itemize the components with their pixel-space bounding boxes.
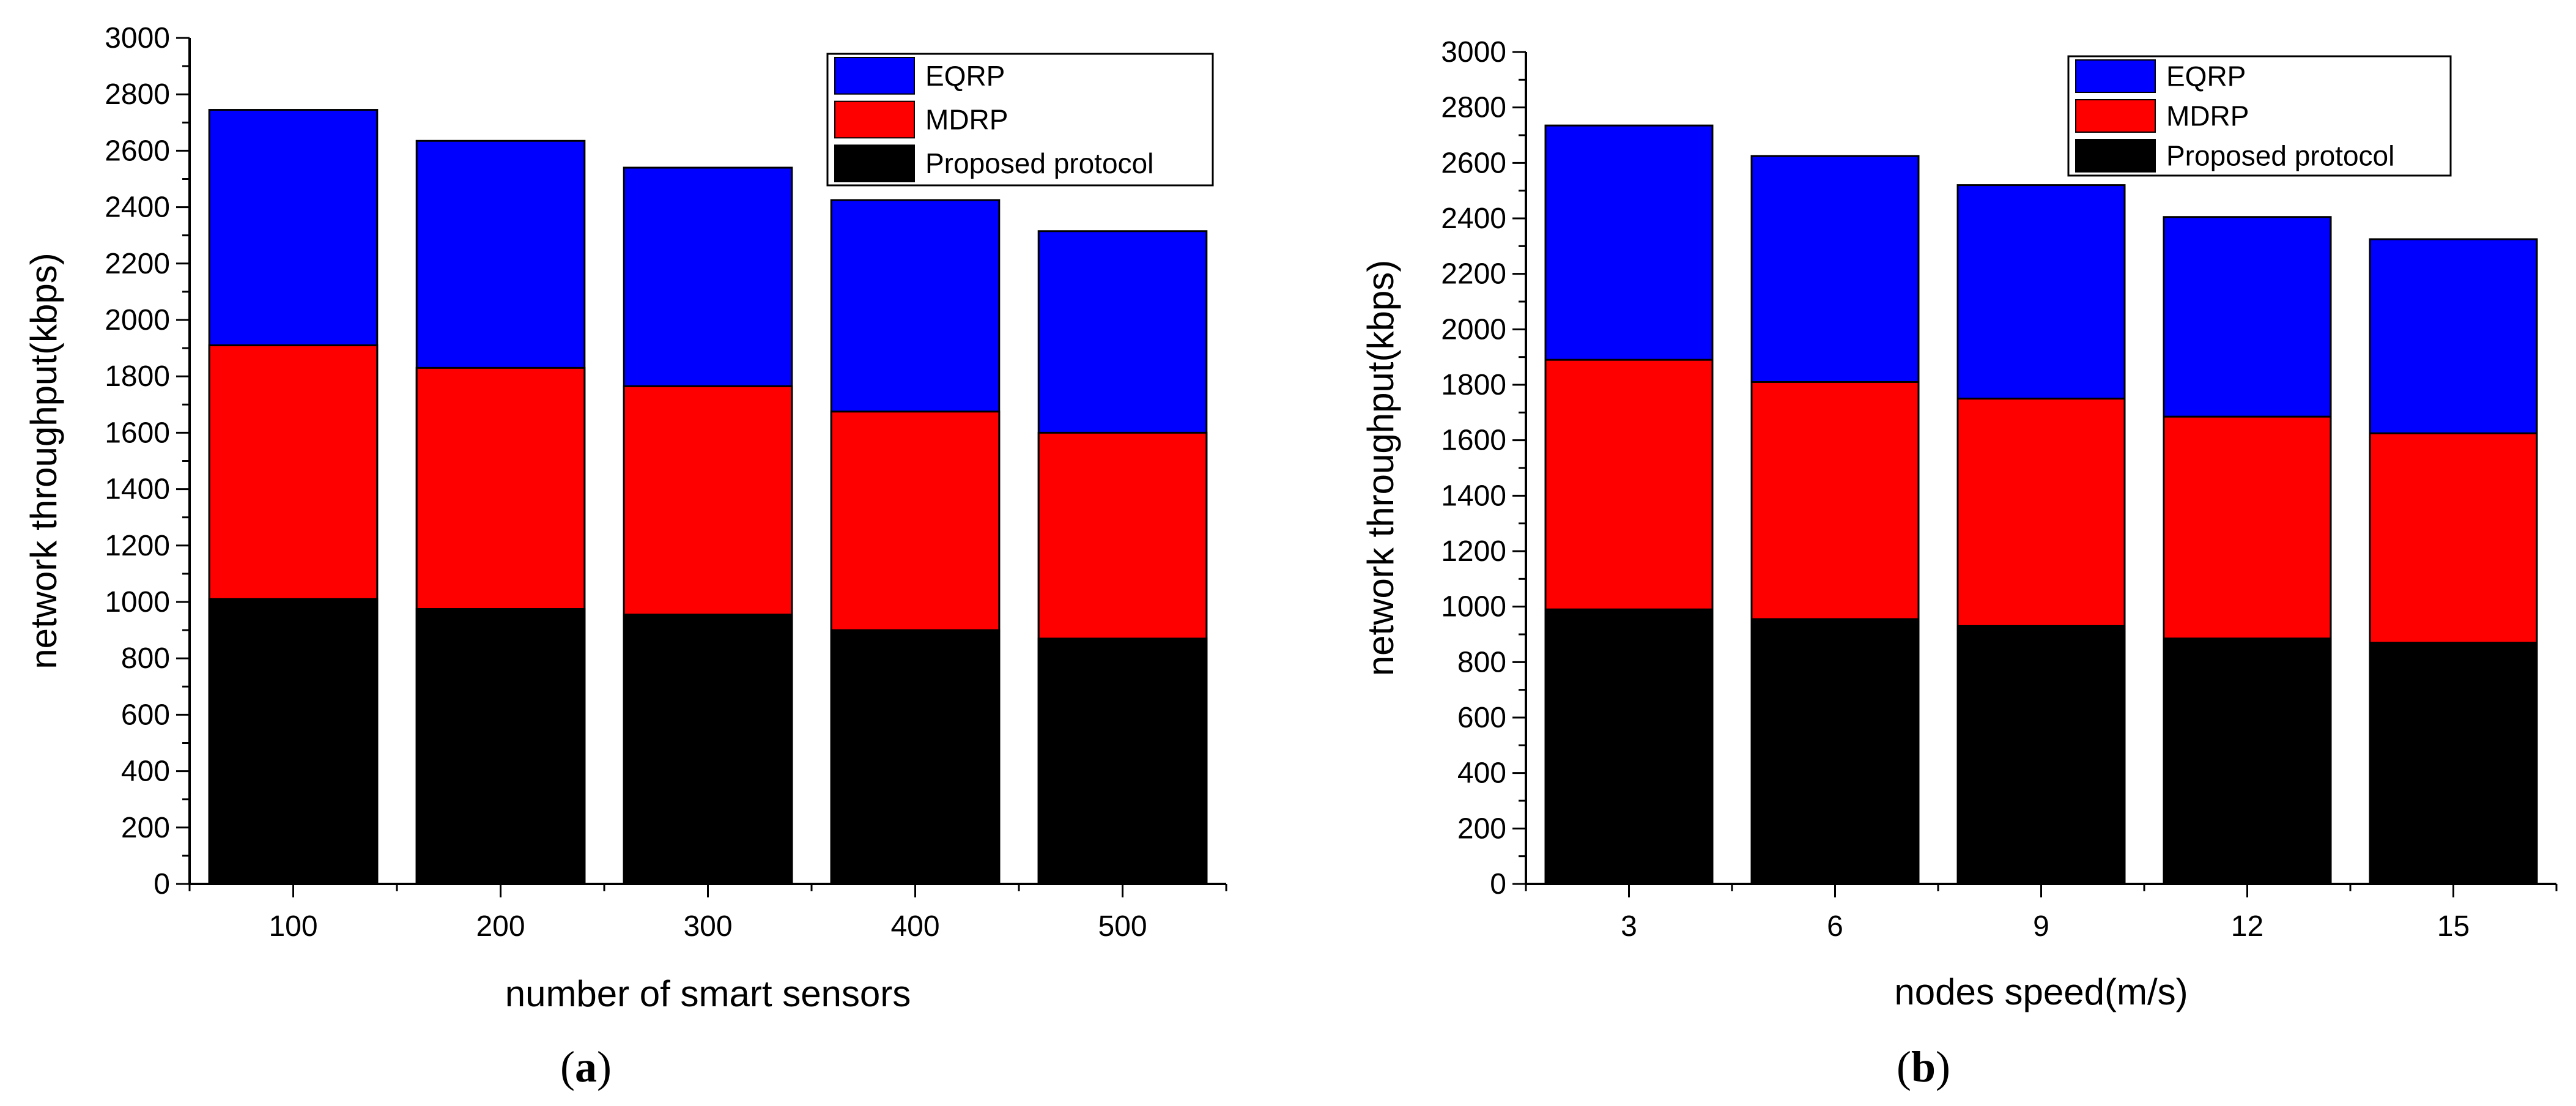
legend-label-proposed-protocol: Proposed protocol xyxy=(925,147,1153,179)
y-tick-label-3000: 3000 xyxy=(105,22,170,54)
x-tick-label-15: 15 xyxy=(2437,910,2470,943)
legend-label-eqrp: EQRP xyxy=(925,60,1005,92)
y-tick-label-2800: 2800 xyxy=(105,78,170,111)
y-tick-label-3000: 3000 xyxy=(1441,36,1506,69)
legend-swatch-mdrp xyxy=(834,100,915,139)
y-tick-label-1000: 1000 xyxy=(105,586,170,618)
y-tick-label-2000: 2000 xyxy=(105,304,170,336)
legend-label-eqrp: EQRP xyxy=(2166,61,2246,92)
y-tick-label-400: 400 xyxy=(121,755,170,788)
chart-panel-a: 0 200 400 600 800 1000 1200 1400 1600 1800 2000 220… xyxy=(23,22,1227,1091)
bar-proposed-protocol-15 xyxy=(2369,642,2538,885)
x-tick-label-3: 3 xyxy=(1621,910,1637,943)
y-tick-label-800: 800 xyxy=(1457,646,1506,678)
x-tick-label-9: 9 xyxy=(2033,910,2049,943)
legend-label-proposed-protocol: Proposed protocol xyxy=(2166,140,2394,172)
y-tick-label-600: 600 xyxy=(1457,702,1506,734)
chart-panel-b: 0 200 400 600 800 1000 1200 1400 1600 1800 2000 220… xyxy=(1360,36,2558,1091)
x-axis-label: nodes speed(m/s) xyxy=(1894,971,2188,1012)
x-tick-label-6: 6 xyxy=(1827,910,1843,943)
x-tick-label-12: 12 xyxy=(2231,910,2263,943)
panel-caption: (a) xyxy=(560,1042,612,1091)
legend: EQRP MDRP Proposed protocol xyxy=(2067,55,2452,177)
y-tick-label-2800: 2800 xyxy=(1441,92,1506,124)
y-tick-label-600: 600 xyxy=(121,699,170,731)
y-tick-label-800: 800 xyxy=(121,642,170,675)
legend: EQRP MDRP Proposed protocol xyxy=(826,53,1214,187)
y-tick-label-1000: 1000 xyxy=(1441,591,1506,623)
y-tick-label-1200: 1200 xyxy=(1441,535,1506,568)
x-tick-label-100: 100 xyxy=(268,910,317,943)
panel-caption: (b) xyxy=(1897,1042,1950,1091)
bar-proposed-protocol-500 xyxy=(1037,637,1208,885)
bar-proposed-protocol-3 xyxy=(1544,608,1714,885)
y-tick-label-2200: 2200 xyxy=(105,248,170,280)
legend-label-mdrp: MDRP xyxy=(2166,100,2249,132)
y-axis-label: network throughput(kbps) xyxy=(1360,260,1401,676)
y-tick-label-2400: 2400 xyxy=(1441,202,1506,235)
x-tick-label-200: 200 xyxy=(476,910,525,943)
panel-label: a xyxy=(575,1042,597,1091)
y-tick-label-1800: 1800 xyxy=(1441,369,1506,401)
y-tick-label-2400: 2400 xyxy=(105,191,170,224)
panel-label: b xyxy=(1911,1042,1936,1091)
legend-swatch-eqrp xyxy=(2075,59,2156,93)
bar-proposed-protocol-100 xyxy=(208,598,379,885)
y-tick-label-1400: 1400 xyxy=(1441,480,1506,512)
legend-label-mdrp: MDRP xyxy=(925,104,1008,136)
bar-proposed-protocol-400 xyxy=(830,629,1001,885)
y-tick-label-1200: 1200 xyxy=(105,530,170,562)
y-tick-label-2600: 2600 xyxy=(105,135,170,167)
y-tick-label-0: 0 xyxy=(1490,868,1506,900)
y-tick-label-200: 200 xyxy=(1457,812,1506,845)
bar-proposed-protocol-300 xyxy=(623,614,793,885)
y-axis-label: network throughput(kbps) xyxy=(23,253,64,669)
x-tick-label-300: 300 xyxy=(683,910,732,943)
y-tick-label-1800: 1800 xyxy=(105,360,170,393)
bar-proposed-protocol-9 xyxy=(1956,625,2126,885)
y-tick-label-2200: 2200 xyxy=(1441,258,1506,291)
bar-proposed-protocol-200 xyxy=(415,608,586,885)
y-tick-label-1600: 1600 xyxy=(1441,425,1506,457)
legend-swatch-eqrp xyxy=(834,57,915,95)
bar-proposed-protocol-12 xyxy=(2163,637,2332,885)
y-tick-label-1400: 1400 xyxy=(105,473,170,506)
legend-swatch-proposed-protocol xyxy=(834,144,915,182)
y-tick-label-0: 0 xyxy=(154,868,170,900)
y-tick-label-2600: 2600 xyxy=(1441,147,1506,179)
legend-swatch-proposed-protocol xyxy=(2075,139,2156,173)
x-tick-label-400: 400 xyxy=(890,910,939,943)
y-tick-label-1600: 1600 xyxy=(105,417,170,449)
legend-swatch-mdrp xyxy=(2075,99,2156,133)
y-tick-label-400: 400 xyxy=(1457,757,1506,790)
y-tick-label-200: 200 xyxy=(121,812,170,844)
x-tick-label-500: 500 xyxy=(1098,910,1147,943)
y-tick-label-2000: 2000 xyxy=(1441,313,1506,346)
bar-proposed-protocol-6 xyxy=(1750,618,1920,885)
x-axis-label: number of smart sensors xyxy=(505,973,911,1014)
